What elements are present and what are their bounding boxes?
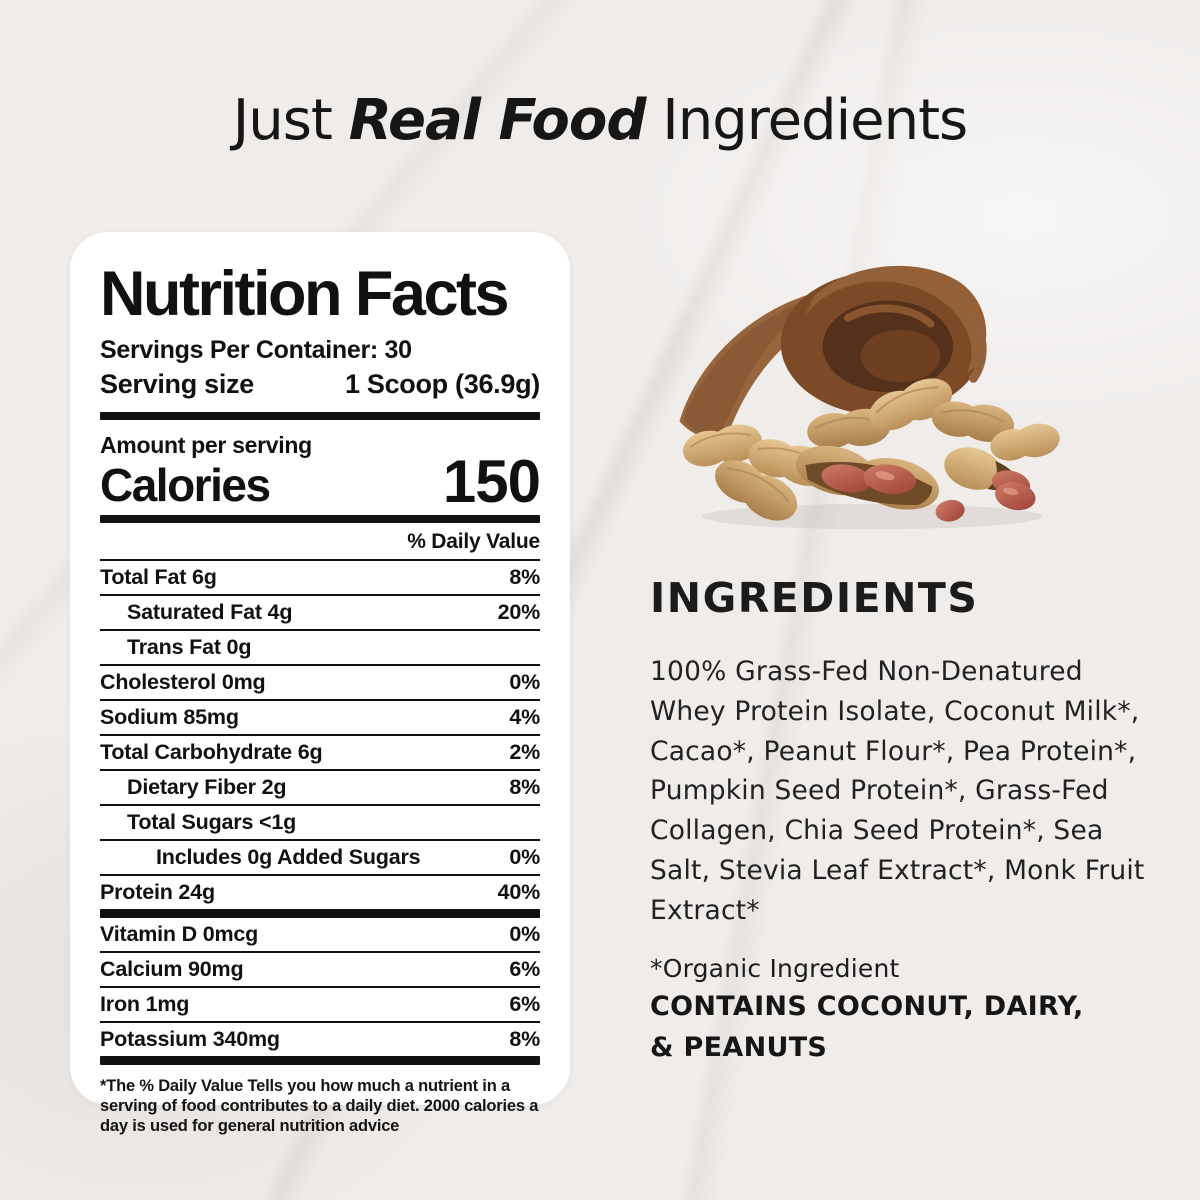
- calories-row: Calories 150: [100, 448, 541, 516]
- serving-size-value: 1 Scoop (36.9g): [344, 369, 540, 400]
- thick-divider: [100, 909, 540, 919]
- row-label: Includes 0g Added Sugars: [156, 845, 421, 870]
- row-value: 8%: [509, 1027, 540, 1052]
- row-label: Total Carbohydrate 6g: [100, 740, 323, 765]
- nutrition-row: Total Fat 6g 8%: [100, 561, 540, 597]
- row-value: 0%: [509, 670, 540, 695]
- row-value: 6%: [509, 992, 540, 1017]
- row-label: Calcium 90mg: [100, 957, 244, 982]
- servings-per-container: Servings Per Container: 30: [100, 336, 412, 365]
- calories-label: Calories: [100, 458, 271, 511]
- row-value: 20%: [497, 600, 541, 625]
- nutrition-row: Cholesterol 0mg 0%: [100, 666, 540, 702]
- nutrition-row: Iron 1mg 6%: [100, 988, 540, 1024]
- nutrition-row: Total Carbohydrate 6g 2%: [100, 736, 540, 772]
- ingredients-section: INGREDIENTS 100% Grass-Fed Non-Denatured…: [650, 574, 1145, 1068]
- daily-value-header: % Daily Value: [100, 523, 540, 562]
- row-label: Iron 1mg: [100, 992, 190, 1017]
- row-label: Cholesterol 0mg: [100, 670, 266, 695]
- row-value: 0%: [509, 922, 540, 947]
- row-value: 8%: [509, 775, 540, 800]
- row-value: 0%: [509, 845, 540, 870]
- page-title-suffix: Ingredients: [645, 88, 968, 153]
- row-label: Sodium 85mg: [100, 705, 239, 730]
- nutrition-row: Trans Fat 0g: [100, 631, 540, 667]
- nutrition-row: Saturated Fat 4g 20%: [100, 596, 541, 632]
- row-label: Potassium 340mg: [100, 1027, 280, 1052]
- page-title-prefix: Just: [232, 88, 349, 153]
- peanut-shells-icon: [683, 378, 1060, 521]
- nutrition-row: Dietary Fiber 2g 8%: [100, 771, 540, 807]
- nutrition-row: Protein 24g 40%: [100, 876, 540, 909]
- thick-divider: [100, 1056, 540, 1066]
- serving-size-row: Serving size 1 Scoop (36.9g): [100, 369, 540, 400]
- row-value: 4%: [509, 705, 540, 730]
- product-photo-chocolate-peanuts: [679, 265, 1060, 530]
- nutrition-row: Potassium 340mg 8%: [100, 1023, 540, 1056]
- nutrition-row: Calcium 90mg 6%: [100, 953, 540, 989]
- nutrition-facts-heading: Nutrition Facts: [100, 259, 510, 329]
- nutrition-row: Vitamin D 0mcg 0%: [100, 918, 540, 954]
- page-title-emphasis: Real Food: [348, 88, 647, 153]
- chocolate-curl-icon: [679, 265, 987, 439]
- row-label: Protein 24g: [100, 880, 215, 905]
- daily-value-footnote: *The % Daily Value Tells you how much a …: [100, 1077, 539, 1135]
- row-label: Total Fat 6g: [100, 565, 217, 590]
- nutrition-label-card: Nutrition Facts Servings Per Container: …: [70, 232, 570, 1135]
- calories-value: 150: [442, 448, 541, 516]
- thick-divider: [100, 412, 540, 421]
- serving-size-label: Serving size: [100, 369, 254, 400]
- row-label: Dietary Fiber 2g: [127, 775, 287, 800]
- page-title: Just Real Food Ingredients: [0, 88, 1200, 153]
- organic-ingredient-note: *Organic Ingredient: [650, 954, 900, 984]
- nutrition-row: Includes 0g Added Sugars 0%: [100, 841, 540, 877]
- row-value: 8%: [509, 565, 540, 590]
- ingredients-heading: INGREDIENTS: [650, 574, 979, 622]
- row-label: Trans Fat 0g: [127, 635, 252, 660]
- row-label: Saturated Fat 4g: [127, 600, 293, 625]
- row-value: 6%: [509, 957, 540, 982]
- split-peanut-kernels-icon: [796, 445, 1036, 522]
- nutrition-row: Sodium 85mg 4%: [100, 701, 540, 737]
- nutrition-rows: Total Fat 6g 8% Saturated Fat 4g 20% Trans F…: [100, 561, 541, 1066]
- row-value: 40%: [497, 880, 541, 905]
- ingredients-body: 100% Grass-Fed Non-Denatured Whey Protei…: [650, 656, 1145, 926]
- nutrition-row: Total Sugars <1g: [100, 806, 540, 842]
- row-value: 2%: [509, 740, 540, 765]
- row-label: Vitamin D 0mcg: [100, 922, 259, 947]
- allergen-statement: CONTAINS COCONUT, DAIRY, & PEANUTS: [650, 991, 1084, 1063]
- thick-divider: [100, 515, 540, 524]
- amount-per-serving: Amount per serving: [100, 432, 312, 459]
- row-label: Total Sugars <1g: [127, 810, 297, 835]
